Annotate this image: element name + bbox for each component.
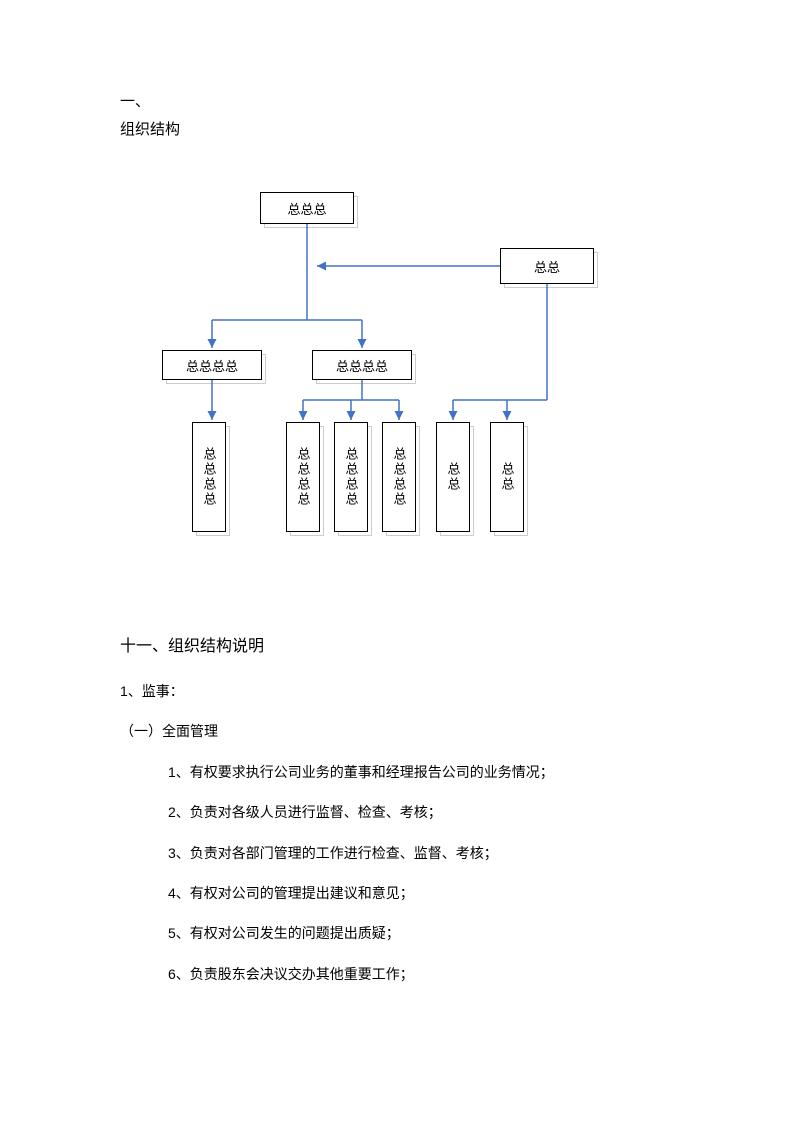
node-mid-right: 总总总总: [312, 350, 412, 380]
list-item: 1、有权要求执行公司业务的董事和经理报告公司的业务情况；: [168, 761, 680, 783]
heading-title: 组织结构: [120, 118, 680, 142]
list-item: 6、负责股东会决议交办其他重要工作；: [168, 963, 680, 985]
node-leaf-6: 总总: [490, 422, 524, 532]
list-item: 3、负责对各部门管理的工作进行检查、监督、考核；: [168, 842, 680, 864]
list-item: 4、有权对公司的管理提出建议和意见；: [168, 882, 680, 904]
node-leaf-3: 总总总总: [334, 422, 368, 532]
sub-1: （一）全面管理: [120, 720, 680, 742]
node-right: 总总: [500, 248, 594, 284]
list-item: 2、负责对各级人员进行监督、检查、考核；: [168, 801, 680, 823]
node-mid-left: 总总总总: [162, 350, 262, 380]
node-leaf-1: 总总总总: [192, 422, 226, 532]
section-heading: 十一、组织结构说明: [120, 632, 680, 656]
node-leaf-2: 总总总总: [286, 422, 320, 532]
list: 1、有权要求执行公司业务的董事和经理报告公司的业务情况； 2、负责对各级人员进行…: [168, 761, 680, 985]
item-1: 1、监事：: [120, 680, 680, 702]
node-top: 总总总: [260, 192, 354, 224]
node-leaf-5: 总总: [436, 422, 470, 532]
node-leaf-4: 总总总总: [382, 422, 416, 532]
org-chart: 总总总 总总 总总总总 总总总总 总总总总 总总总总 总总总总 总总总总 总总 …: [120, 172, 680, 572]
heading-number: 一、: [120, 90, 680, 114]
list-item: 5、有权对公司发生的问题提出质疑；: [168, 922, 680, 944]
